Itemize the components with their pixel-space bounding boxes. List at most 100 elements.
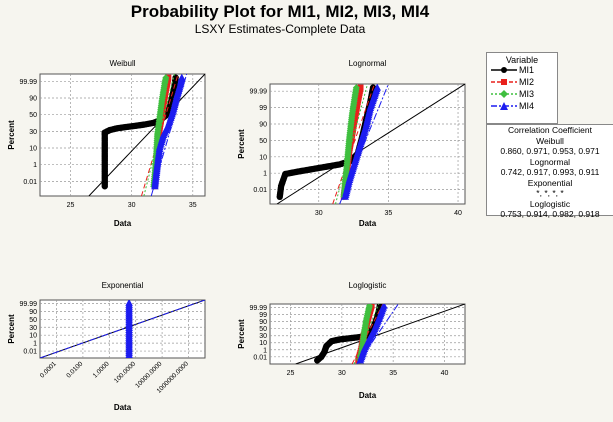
corr-group-exponential: Exponential <box>527 177 573 188</box>
y-axis-label: Percent <box>7 314 16 344</box>
legend-item-mi1: MI1 <box>487 65 557 77</box>
correlation-coefficient-table: Correlation Coefficient Weibull 0.860, 0… <box>486 124 613 219</box>
page-title: Probability Plot for MI1, MI2, MI3, MI4 <box>130 2 430 21</box>
x-tick-label: 30 <box>128 202 136 209</box>
x-tick-label: 35 <box>389 370 397 377</box>
corr-group-weibull: Weibull <box>536 135 564 146</box>
x-axis-label: Data <box>114 219 132 228</box>
plot-weibull: Weibull Percent Data 0.01 1 10 30 50 90 99.99 25 30… <box>7 59 206 228</box>
y-tick-label: 0.01 <box>23 179 37 186</box>
variable-legend: Variable MI1 MI2 MI3 MI4 <box>486 52 558 124</box>
corr-values-weibull: 0.860, 0.971, 0.953, 0.971 <box>500 146 600 156</box>
plot-title: Loglogistic <box>349 281 387 290</box>
fit-line-mi3 <box>143 74 175 196</box>
x-tick-label: 30 <box>315 210 323 217</box>
x-axis-label: Data <box>114 403 132 412</box>
plot-lognormal: Lognormal Percent Data 0.01 1 10 50 90 99 99.99 30… <box>237 59 466 228</box>
x-axis-label: Data <box>359 219 377 228</box>
y-tick-label: 90 <box>259 319 267 326</box>
point-mi1 <box>172 74 179 81</box>
x-tick-label: 40 <box>454 210 462 217</box>
y-tick-label: 30 <box>29 325 37 332</box>
point-mi4 <box>177 74 186 81</box>
x-axis-label: Data <box>359 391 377 400</box>
y-tick-label: 99 <box>259 105 267 112</box>
y-tick-label: 99.99 <box>19 301 37 308</box>
y-tick-label: 1 <box>263 347 267 354</box>
plot-title: Weibull <box>109 59 135 68</box>
series-layer <box>295 304 465 364</box>
x-tick-label: 30 <box>338 370 346 377</box>
legend-item-mi2: MI2 <box>487 77 557 89</box>
correlation-title: Correlation Coefficient <box>508 125 592 135</box>
fit-line-mi2 <box>332 84 375 204</box>
y-tick-label: 0.01 <box>23 349 37 356</box>
y-tick-label: 10 <box>29 146 37 153</box>
y-tick-label: 99.99 <box>19 79 37 86</box>
point-mi4 <box>125 300 133 306</box>
y-tick-label: 99 <box>259 312 267 319</box>
y-axis-label: Percent <box>237 319 246 349</box>
plot-exponential: Exponential Percent Data 0.0111030509099.99… <box>7 281 206 412</box>
x-tick-label: 0.0100 <box>65 360 84 379</box>
corr-group-loglogistic: Loglogistic <box>529 198 571 209</box>
y-tick-label: 90 <box>29 309 37 316</box>
corr-values-lognormal: 0.742, 0.917, 0.993, 0.911 <box>500 167 600 177</box>
y-tick-label: 0.01 <box>253 187 267 194</box>
fit-line-mi1 <box>276 84 465 204</box>
point-mi4 <box>380 304 388 309</box>
x-tick-label: 0.0001 <box>39 360 58 379</box>
point-mi3 <box>162 74 170 82</box>
y-tick-label: 50 <box>259 326 267 333</box>
fit-line-mi4 <box>339 84 389 204</box>
y-tick-label: 90 <box>29 95 37 102</box>
y-tick-label: 99.99 <box>249 305 267 312</box>
x-tick-label: 25 <box>67 202 75 209</box>
legend-title: Variable <box>505 55 539 65</box>
y-tick-label: 99.99 <box>249 89 267 96</box>
y-tick-label: 50 <box>259 138 267 145</box>
x-tick-label: 100.0000 <box>113 360 137 384</box>
y-axis-label: Percent <box>7 120 16 150</box>
point-mi4 <box>373 84 382 91</box>
y-tick-label: 1 <box>33 341 37 348</box>
y-tick-label: 0.01 <box>253 354 267 361</box>
plot-loglogistic: LoglogisticPercentData0.011103050909999.… <box>237 281 466 400</box>
corr-group-lognormal: Lognormal <box>529 156 571 167</box>
fit-line-mi1 <box>88 74 205 196</box>
y-tick-label: 50 <box>29 317 37 324</box>
fit-line-mi4 <box>356 304 399 364</box>
series-layer <box>88 74 205 196</box>
corr-values-loglogistic: 0.753, 0.914, 0.982, 0.918 <box>500 209 600 219</box>
y-tick-label: 10 <box>259 154 267 161</box>
series-layer <box>40 300 205 358</box>
y-tick-label: 1 <box>263 171 267 178</box>
plot-title: Lognormal <box>349 59 387 68</box>
point-mi2 <box>357 84 364 91</box>
x-tick-label: 35 <box>384 210 392 217</box>
page-subtitle: LSXY Estimates-Complete Data <box>194 22 366 36</box>
x-tick-label: 25 <box>287 370 295 377</box>
point-mi3 <box>366 304 374 310</box>
point-mi3 <box>352 84 360 92</box>
series-layer <box>276 84 465 204</box>
y-tick-label: 50 <box>29 112 37 119</box>
fit-line-mi2 <box>140 74 179 196</box>
x-tick-label: 35 <box>189 202 197 209</box>
y-tick-label: 10 <box>29 333 37 340</box>
y-tick-label: 1 <box>33 162 37 169</box>
y-tick-label: 30 <box>259 333 267 340</box>
fit-line-mi4 <box>40 300 205 358</box>
legend-item-mi3: MI3 <box>487 89 557 101</box>
y-tick-label: 10 <box>259 340 267 347</box>
fit-line-mi3 <box>334 84 368 204</box>
legend-item-mi4: MI4 <box>487 101 557 113</box>
y-axis-label: Percent <box>237 129 246 159</box>
plot-title: Exponential <box>102 281 144 290</box>
x-tick-label: 40 <box>441 370 449 377</box>
x-tick-label: 1.0000 <box>92 360 111 379</box>
y-tick-label: 30 <box>29 129 37 136</box>
y-tick-label: 90 <box>259 122 267 129</box>
corr-values-exponential: *, *, *, * <box>536 188 564 198</box>
